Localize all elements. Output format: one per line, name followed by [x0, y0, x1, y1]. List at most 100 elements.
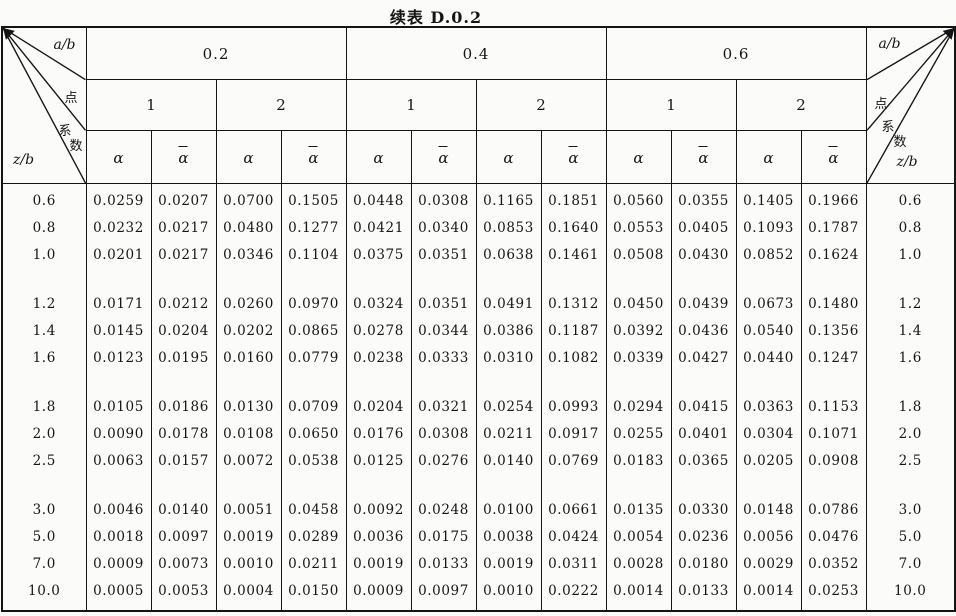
- cell-value: 0.0125: [345, 447, 412, 474]
- corner-label-coef-1: 系: [881, 120, 895, 135]
- corner-arrowhead-icon: [942, 28, 954, 40]
- cell-value: 0.0145: [85, 317, 152, 344]
- corner-label-point: 点: [64, 91, 78, 106]
- cell-value: 0.1461: [540, 241, 607, 268]
- cell-value: 0.1312: [540, 268, 607, 317]
- cell-value: 0.0036: [345, 523, 412, 550]
- cell-value: 0.0339: [605, 344, 672, 371]
- table-row: 10.0 0.0005 0.0053 0.0004 0.0150 0.0009 0.0097…: [1, 577, 956, 611]
- cell-value: 0.0355: [670, 183, 737, 214]
- row-zb-left: 7.0: [1, 550, 87, 577]
- cell-value: 0.0211: [475, 420, 542, 447]
- table-row: 1.8 0.0105 0.0186 0.0130 0.0709 0.0204 0.0321 0…: [1, 371, 956, 420]
- cell-value: 0.0430: [670, 241, 737, 268]
- cell-value: 0.0204: [345, 371, 412, 420]
- header-coef-alpha-bar: α: [280, 130, 347, 184]
- cell-value: 0.0638: [475, 241, 542, 268]
- row-zb-left: 2.5: [1, 447, 87, 474]
- corner-label-ab: a/b: [53, 37, 76, 53]
- cell-value: 0.1356: [800, 317, 867, 344]
- row-zb-right: 1.6: [865, 344, 956, 371]
- cell-value: 0.0779: [280, 344, 347, 371]
- cell-value: 0.0439: [670, 268, 737, 317]
- table-row: 1.6 0.0123 0.0195 0.0160 0.0779 0.0238 0.0333 0…: [1, 344, 956, 371]
- table-row: 1.0 0.0201 0.0217 0.0346 0.1104 0.0375 0.0351 0…: [1, 241, 956, 268]
- header-coef-alpha-bar: α: [150, 130, 217, 184]
- cell-value: 0.0018: [85, 523, 152, 550]
- cell-value: 0.0211: [280, 550, 347, 577]
- cell-value: 0.0100: [475, 474, 542, 523]
- cell-value: 0.0183: [605, 447, 672, 474]
- row-zb-right: 2.5: [865, 447, 956, 474]
- header-coef-alpha: α: [215, 130, 282, 184]
- cell-value: 0.1093: [735, 214, 802, 241]
- cell-value: 0.0650: [280, 420, 347, 447]
- cell-value: 0.0661: [540, 474, 607, 523]
- row-zb-left: 1.6: [1, 344, 87, 371]
- table-body: 0.6 0.0259 0.0207 0.0700 0.1505 0.0448 0.0308 0…: [1, 183, 956, 611]
- cell-value: 0.1104: [280, 241, 347, 268]
- cell-value: 0.0346: [215, 241, 282, 268]
- cell-value: 0.0009: [345, 577, 412, 611]
- cell-value: 0.1082: [540, 344, 607, 371]
- cell-value: 0.1153: [800, 371, 867, 420]
- cell-value: 0.0010: [215, 550, 282, 577]
- cell-value: 0.0673: [735, 268, 802, 317]
- cell-value: 0.0175: [410, 523, 477, 550]
- header-point: 2: [215, 79, 347, 131]
- corner-header-left: a/b 点 系 数 z/b: [1, 26, 87, 184]
- table-row: 1.2 0.0171 0.0212 0.0260 0.0970 0.0324 0.0351 0…: [1, 268, 956, 317]
- cell-value: 0.0157: [150, 447, 217, 474]
- cell-value: 0.0205: [735, 447, 802, 474]
- cell-value: 0.0133: [670, 577, 737, 611]
- table-row: 1.4 0.0145 0.0204 0.0202 0.0865 0.0278 0.0344 0…: [1, 317, 956, 344]
- row-zb-right: 5.0: [865, 523, 956, 550]
- cell-value: 0.1165: [475, 183, 542, 214]
- row-zb-left: 1.8: [1, 371, 87, 420]
- corner-label-point: 点: [874, 97, 888, 112]
- cell-value: 0.0056: [735, 523, 802, 550]
- cell-value: 0.0019: [215, 523, 282, 550]
- table-row: 0.8 0.0232 0.0217 0.0480 0.1277 0.0421 0.0340 0…: [1, 214, 956, 241]
- cell-value: 0.0005: [85, 577, 152, 611]
- table-row: 2.5 0.0063 0.0157 0.0072 0.0538 0.0125 0.0276 0…: [1, 447, 956, 474]
- header-coef-alpha-bar: α: [410, 130, 477, 184]
- row-zb-left: 10.0: [1, 577, 87, 611]
- corner-label-coef-2: 数: [893, 135, 907, 150]
- cell-value: 0.0375: [345, 241, 412, 268]
- cell-value: 0.0108: [215, 420, 282, 447]
- cell-value: 0.0204: [150, 317, 217, 344]
- header-point: 1: [605, 79, 737, 131]
- cell-value: 0.0009: [85, 550, 152, 577]
- corner-label-coef-1: 系: [58, 124, 72, 139]
- row-zb-left: 0.8: [1, 214, 87, 241]
- cell-value: 0.0480: [215, 214, 282, 241]
- cell-value: 0.1851: [540, 183, 607, 214]
- cell-value: 0.0140: [150, 474, 217, 523]
- cell-value: 0.0508: [605, 241, 672, 268]
- header-coef-alpha-bar: α: [800, 130, 867, 184]
- cell-value: 0.0491: [475, 268, 542, 317]
- row-zb-right: 1.0: [865, 241, 956, 268]
- cell-value: 0.1187: [540, 317, 607, 344]
- table-row: 0.6 0.0259 0.0207 0.0700 0.1505 0.0448 0.0308 0…: [1, 183, 956, 214]
- row-zb-left: 1.0: [1, 241, 87, 268]
- cell-value: 0.0160: [215, 344, 282, 371]
- corner-label-ab: a/b: [878, 36, 901, 52]
- row-zb-right: 10.0: [865, 577, 956, 611]
- cell-value: 0.0415: [670, 371, 737, 420]
- cell-value: 0.0207: [150, 183, 217, 214]
- cell-value: 0.0351: [410, 241, 477, 268]
- cell-value: 0.0222: [540, 577, 607, 611]
- cell-value: 0.1787: [800, 214, 867, 241]
- cell-value: 0.0344: [410, 317, 477, 344]
- cell-value: 0.0054: [605, 523, 672, 550]
- cell-value: 0.1966: [800, 183, 867, 214]
- cell-value: 0.0970: [280, 268, 347, 317]
- cell-value: 0.0217: [150, 214, 217, 241]
- cell-value: 0.0540: [735, 317, 802, 344]
- cell-value: 0.0148: [735, 474, 802, 523]
- cell-value: 0.0140: [475, 447, 542, 474]
